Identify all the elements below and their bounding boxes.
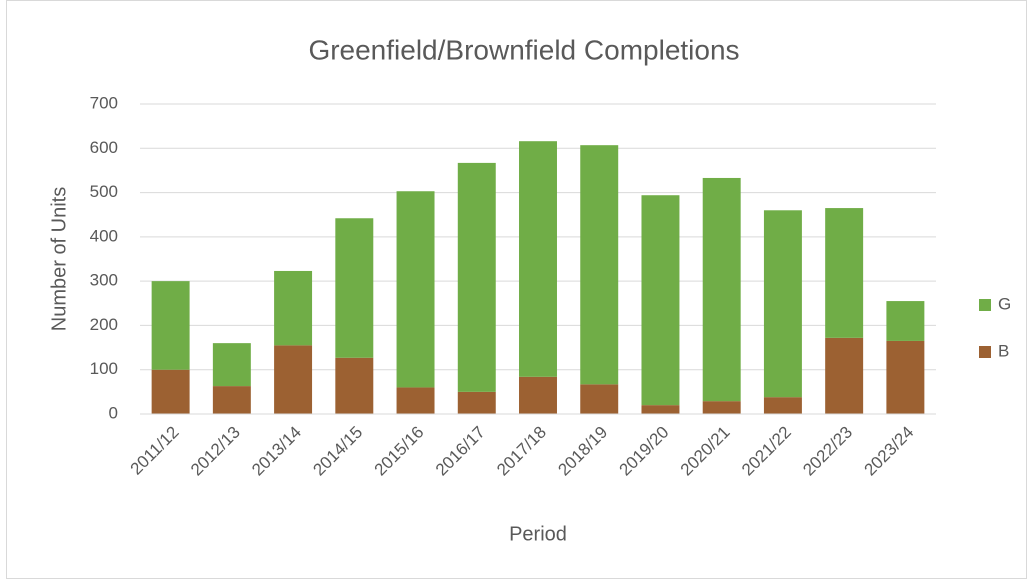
bar-segment bbox=[274, 345, 313, 414]
y-tick-label: 700 bbox=[90, 93, 118, 112]
bar-segment bbox=[580, 145, 619, 385]
legend-swatch bbox=[979, 299, 991, 311]
bar-segment bbox=[519, 141, 557, 377]
legend-label: G bbox=[998, 294, 1011, 313]
legend-label: B bbox=[998, 341, 1009, 360]
y-tick-label: 500 bbox=[90, 182, 118, 201]
bar-segment bbox=[151, 281, 190, 370]
y-tick-label: 400 bbox=[90, 226, 118, 245]
x-axis-label: Period bbox=[509, 523, 567, 545]
bar-segment bbox=[580, 384, 619, 414]
bar-segment bbox=[274, 270, 313, 346]
bar-segment bbox=[457, 391, 496, 414]
bar-segment bbox=[641, 195, 680, 406]
bar-segment bbox=[763, 210, 802, 398]
bar-segment bbox=[396, 387, 435, 414]
bar-segment bbox=[212, 386, 251, 414]
bar-segment bbox=[335, 218, 374, 358]
chart-title: Greenfield/Brownfield Completions bbox=[308, 34, 739, 65]
y-tick-label: 0 bbox=[109, 403, 118, 422]
bar-segment bbox=[886, 340, 925, 414]
y-tick-label: 300 bbox=[90, 271, 118, 290]
bar-segment bbox=[212, 343, 251, 387]
bar-segment bbox=[335, 357, 374, 414]
y-tick-label: 200 bbox=[90, 315, 118, 334]
y-axis-label: Number of Units bbox=[48, 187, 70, 332]
bar-segment bbox=[702, 401, 741, 414]
bar-segment bbox=[457, 162, 496, 392]
y-tick-label: 600 bbox=[90, 138, 118, 157]
bar-segment bbox=[396, 191, 435, 388]
legend-swatch bbox=[979, 346, 991, 358]
y-tick-label: 100 bbox=[90, 359, 118, 378]
bar-segment bbox=[825, 337, 864, 414]
bar-segment bbox=[886, 301, 925, 341]
bar-segment bbox=[763, 397, 802, 414]
bar-segment bbox=[825, 208, 864, 338]
bar-segment bbox=[702, 177, 741, 402]
bar-segment bbox=[151, 369, 190, 414]
bar-segment bbox=[641, 405, 680, 414]
bar-segment bbox=[519, 376, 557, 414]
